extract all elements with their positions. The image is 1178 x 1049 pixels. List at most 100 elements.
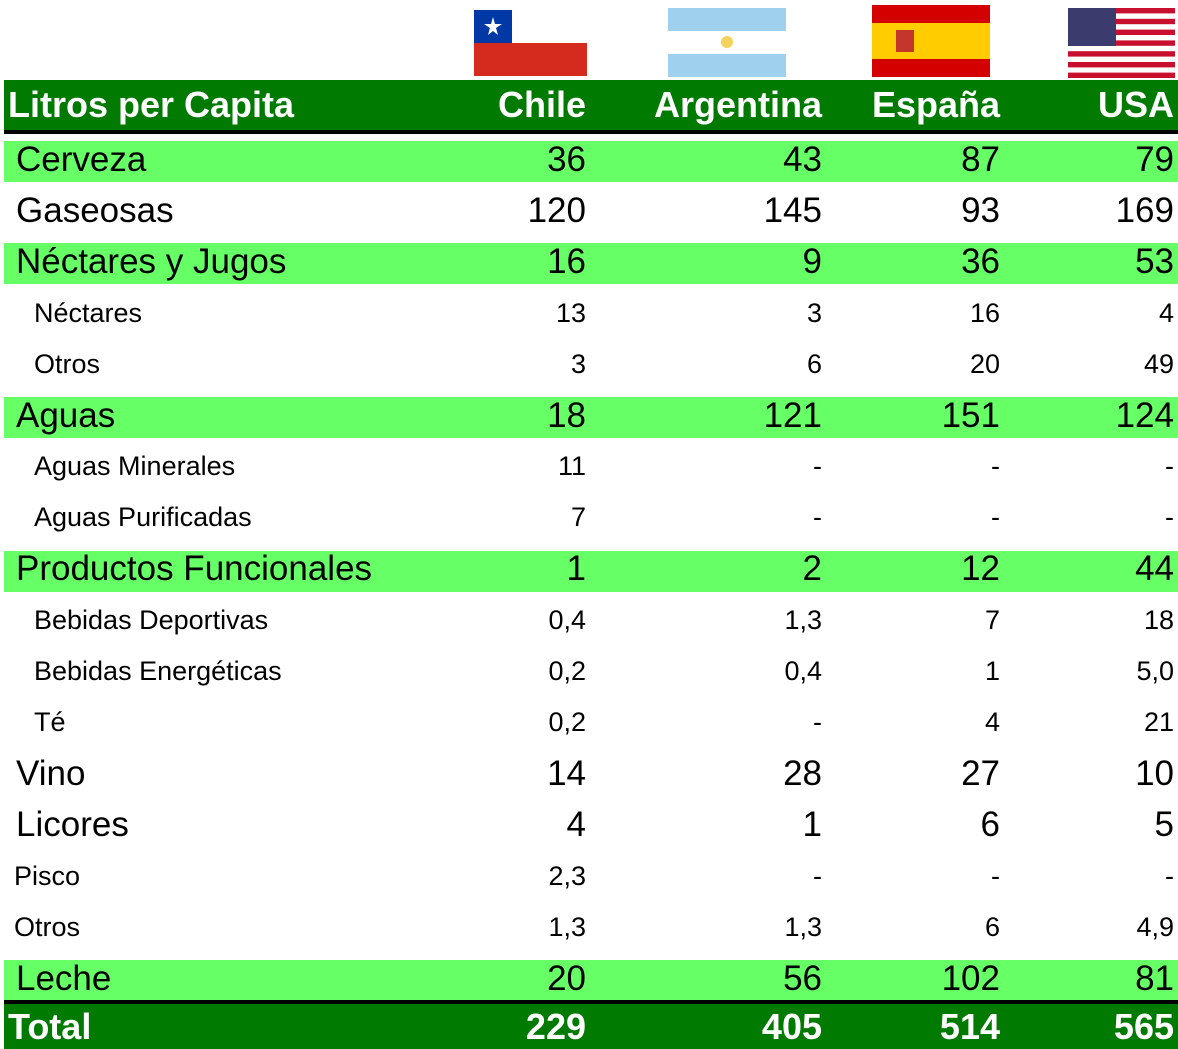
cell-value: Argentina [653,84,822,125]
row-highlight [4,141,1178,182]
cell-value: 49 [1143,348,1174,379]
subcategory-row: Bebidas Deportivas 0,4 1,3 7 18 [4,595,1178,646]
cell-value: - [1165,451,1174,482]
cell-value: 6 [980,805,1000,845]
rule [4,130,1178,134]
cell-value: 44 [1135,549,1174,589]
cell-value: 53 [1135,241,1174,281]
cell-value: - [1165,860,1174,891]
cell-value: 0,2 [548,656,586,686]
cell-value: 0,2 [548,707,586,738]
cell-value: 7 [984,604,1000,635]
cell-value: 145 [763,190,822,230]
cell-label: Néctares y Jugos [16,241,287,281]
cell-value: Chile [497,84,586,125]
cell-label: Aguas Purificadas [34,502,252,533]
cell-value: 12 [961,549,1000,589]
cell-value: 124 [1115,395,1174,435]
cell-value: 43 [783,139,822,179]
cell-label: Otros [34,348,101,379]
cell-value: - [813,707,822,738]
cell-value: 7 [570,502,586,533]
cell-value: - [813,502,822,533]
cell-label: Aguas [16,395,116,435]
cell-label: Néctares [34,297,143,328]
cell-value: 3 [806,297,822,328]
cell-value: - [1165,502,1174,533]
rule [4,1000,1178,1004]
cell-label: Aguas Minerales [34,451,236,482]
subcategory-row: Pisco 2,3 - - - [4,851,1178,902]
cell-value: 4,9 [1136,912,1174,942]
cell-value: 2 [802,549,822,589]
category-row: Productos Funcionales 1 2 12 44 [4,544,1178,595]
cell-value: 121 [763,395,822,435]
cell-value: 56 [783,958,822,998]
cell-value: 169 [1115,190,1174,230]
header-row: Litros per Capita Chile Argentina España USA [4,80,1178,130]
cell-value: 16 [969,297,1000,328]
cell-value: 1 [802,805,822,845]
cell-value: 27 [961,753,1000,793]
cell-value: 120 [527,190,586,230]
cell-value: 21 [1143,707,1174,738]
row-highlight [4,960,1178,1002]
cell-value: USA [1097,84,1174,125]
cell-label: Bebidas Deportivas [34,604,269,635]
subcategory-row: Aguas Purificadas 7 - - - [4,492,1178,543]
subcategory-row: Aguas Minerales 11 - - - [4,441,1178,492]
cell-label: Té [34,707,66,738]
cell-value: 405 [761,1005,822,1047]
subcategory-row: Té 0,2 - 4 21 [4,697,1178,748]
cell-value: 36 [961,241,1000,281]
cell-value: 514 [939,1005,1000,1047]
cell-value: 4 [566,805,586,845]
cell-value: 13 [555,297,586,328]
cell-label: Gaseosas [16,190,174,230]
flag-spain [872,5,990,77]
cell-value: 9 [802,241,822,281]
flags [474,5,1175,78]
cell-value: 151 [941,395,1000,435]
cell-value: España [871,84,1000,125]
cell-label: Cerveza [16,139,147,179]
cell-value: 4 [1158,297,1174,328]
cell-label: Otros [14,912,81,942]
cell-label: Leche [16,958,112,998]
cell-label: Bebidas Energéticas [34,656,282,686]
row-highlight [4,550,1178,592]
cell-label: Licores [16,805,129,845]
flag-chile [474,10,587,76]
cell-value: - [813,860,822,891]
cell-value: 36 [547,139,586,179]
subcategory-row: Otros 1,3 1,3 6 4,9 [4,902,1178,953]
cell-value: 20 [547,958,586,998]
cell-value: 18 [1143,604,1174,635]
cell-value: 4 [984,707,1000,738]
category-row: Aguas 18 121 151 124 [4,390,1178,441]
cell-value: - [991,502,1000,533]
cell-value: - [813,451,822,482]
flag-argentina [668,8,786,77]
subcategory-row: Bebidas Energéticas 0,2 0,4 1 5,0 [4,646,1178,697]
cell-value: 79 [1135,139,1174,179]
cell-value: 0,4 [784,656,822,686]
category-row: Licores 4 1 6 5 [4,800,1178,851]
category-row: Leche 20 56 102 81 [4,953,1178,1004]
cell-value: 1 [566,549,586,589]
cell-value: 81 [1135,958,1174,998]
cell-value: 6 [984,912,1000,942]
cell-label: Total [8,1005,92,1047]
category-row: Gaseosas 120 145 93 169 [4,185,1178,236]
cell-value: 2,3 [548,860,586,891]
cell-label: Litros per Capita [8,84,295,125]
category-row: Cerveza 36 43 87 79 [4,134,1178,185]
cell-value: 18 [547,395,586,435]
cell-value: 1,3 [548,912,586,942]
cell-value: 93 [961,190,1000,230]
cell-value: 11 [557,451,586,482]
cell-value: - [991,451,1000,482]
cell-value: 14 [547,753,586,793]
cell-value: 229 [525,1005,586,1047]
